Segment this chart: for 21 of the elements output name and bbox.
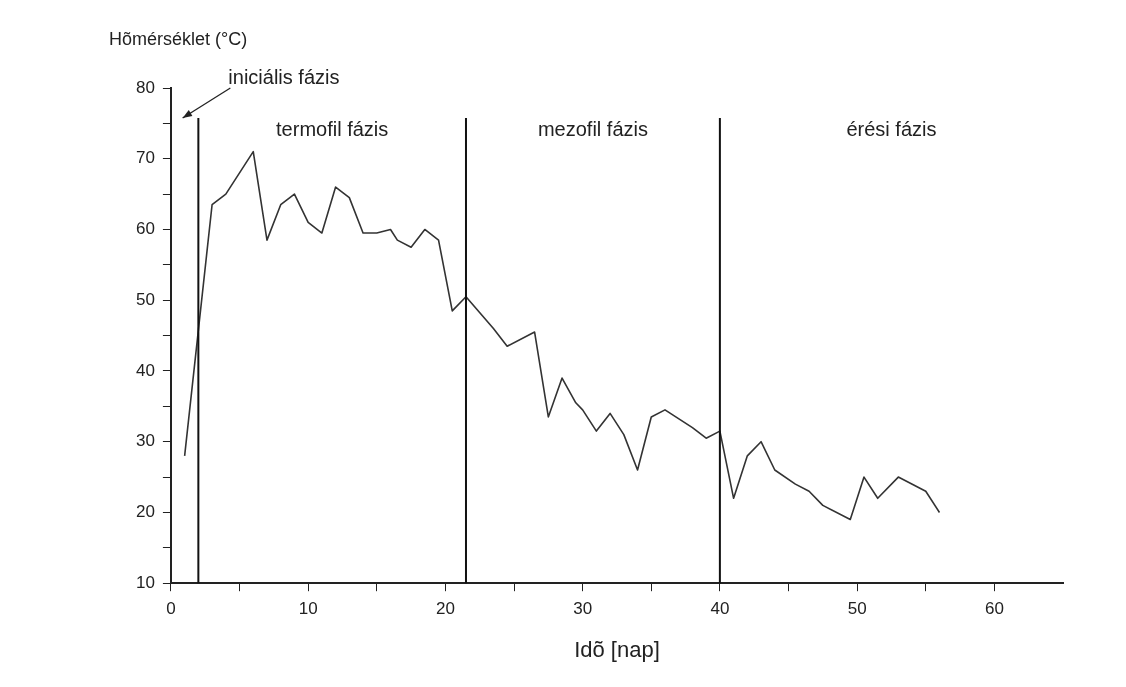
annotation: termofil fázis: [276, 117, 389, 140]
y-tick-label: 70: [135, 148, 155, 168]
x-tick-label: 30: [573, 599, 593, 619]
y-tick-label: 20: [135, 502, 155, 522]
y-tick-label: 30: [135, 431, 155, 451]
y-tick-label: 50: [135, 289, 155, 309]
y-tick-label: 60: [135, 219, 155, 239]
annotation: érési fázis: [846, 117, 937, 140]
y-axis-title: Hõmérséklet (°C): [108, 28, 248, 49]
text: iniciális fázis: [228, 65, 340, 88]
x-tick-label: 60: [984, 599, 1004, 619]
annotation: mezofil fázis: [537, 117, 648, 140]
x-tick-label: 40: [710, 599, 730, 619]
x-tick-label: 50: [847, 599, 867, 619]
y-tick-label: 40: [135, 360, 155, 380]
y-tick-label: 10: [135, 572, 155, 592]
y-tick-label: 80: [135, 77, 155, 97]
x-tick-label: 10: [298, 599, 318, 619]
x-tick-label: 20: [435, 599, 455, 619]
x-tick-label: 0: [166, 599, 176, 619]
x-axis-title: Idõ [nap]: [574, 636, 660, 662]
